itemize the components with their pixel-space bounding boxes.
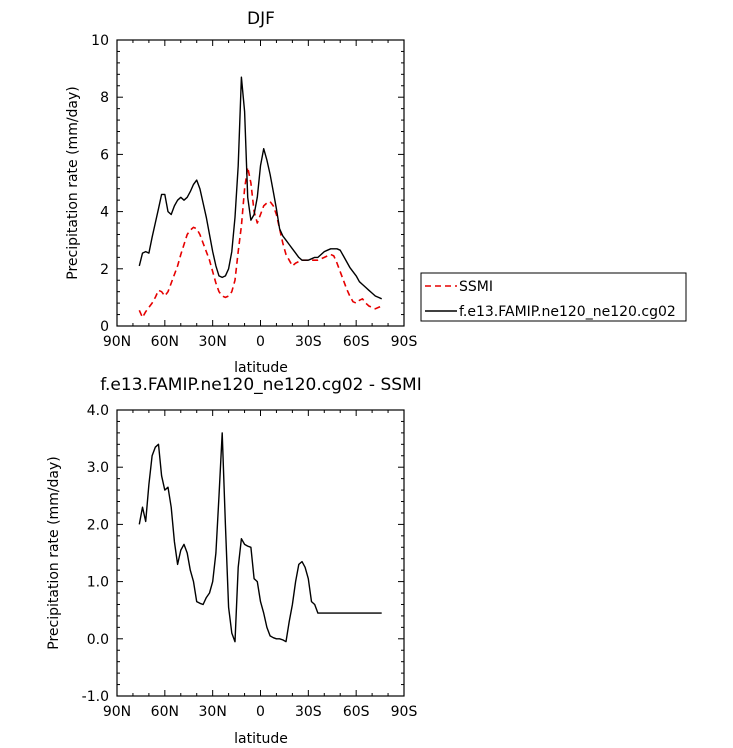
- y-tick-label: 2.0: [87, 517, 109, 533]
- y-axis: 0 2 4 6 8 10: [91, 33, 404, 335]
- y-tick-label: 10: [91, 33, 109, 49]
- x-tick-label: 90N: [103, 704, 131, 720]
- y-tick-label: 2: [100, 262, 109, 278]
- x-tick-label: 90S: [391, 334, 418, 350]
- y-tick-label: 1.0: [87, 575, 109, 591]
- y-tick-label: 4: [100, 205, 109, 221]
- legend: SSMI f.e13.FAMIP.ne120_ne120.cg02: [420, 272, 687, 322]
- x-tick-label: 30S: [295, 704, 322, 720]
- legend-box: [420, 272, 687, 322]
- y-tick-label: -1.0: [82, 689, 109, 705]
- series-lines: [138, 432, 382, 643]
- model-line: [138, 76, 382, 300]
- y-tick-label: 8: [100, 90, 109, 106]
- x-axis: 90N 60N 30N 0 30S 60S 90S: [103, 410, 418, 720]
- y-axis: -1.0 0.0 1.0 2.0 3.0 4.0: [82, 403, 404, 705]
- y-tick-label: 0.0: [87, 632, 109, 648]
- chart-title: f.e13.FAMIP.ne120_ne120.cg02 - SSMI: [100, 375, 421, 395]
- x-tick-label: 90N: [103, 334, 131, 350]
- x-tick-label: 90S: [391, 704, 418, 720]
- legend-label-ssmi: SSMI: [459, 279, 493, 295]
- precip-chart: DJF 0 2 4 6 8 10 90N 60N 30N 0 30S 60S 90S Precipit…: [65, 9, 687, 376]
- x-axis-label: latitude: [234, 731, 288, 747]
- ssmi-line: [138, 166, 383, 319]
- chart-title: DJF: [247, 9, 275, 29]
- x-tick-label: 30S: [295, 334, 322, 350]
- plot-frame: [116, 409, 405, 697]
- x-axis-label: latitude: [234, 360, 288, 376]
- y-tick-label: 3.0: [87, 460, 109, 476]
- x-tick-label: 60S: [343, 334, 370, 350]
- y-tick-label: 6: [100, 147, 109, 163]
- y-axis-label: Precipitation rate (mm/day): [65, 86, 81, 280]
- x-tick-label: 60S: [343, 704, 370, 720]
- model-line: [138, 432, 382, 643]
- difference-chart: f.e13.FAMIP.ne120_ne120.cg02 - SSMI -1.0…: [46, 375, 422, 747]
- x-tick-label: 0: [256, 704, 265, 720]
- x-tick-label: 60N: [151, 704, 179, 720]
- y-axis-label: Precipitation rate (mm/day): [46, 456, 62, 650]
- x-tick-label: 30N: [199, 704, 227, 720]
- legend-label-model: f.e13.FAMIP.ne120_ne120.cg02: [459, 304, 676, 320]
- x-axis: 90N 60N 30N 0 30S 60S 90S: [103, 40, 418, 350]
- x-tick-label: 0: [256, 334, 265, 350]
- x-tick-label: 30N: [199, 334, 227, 350]
- series-lines: [138, 76, 383, 319]
- x-tick-label: 60N: [151, 334, 179, 350]
- y-tick-label: 4.0: [87, 403, 109, 419]
- y-tick-label: 0: [100, 319, 109, 335]
